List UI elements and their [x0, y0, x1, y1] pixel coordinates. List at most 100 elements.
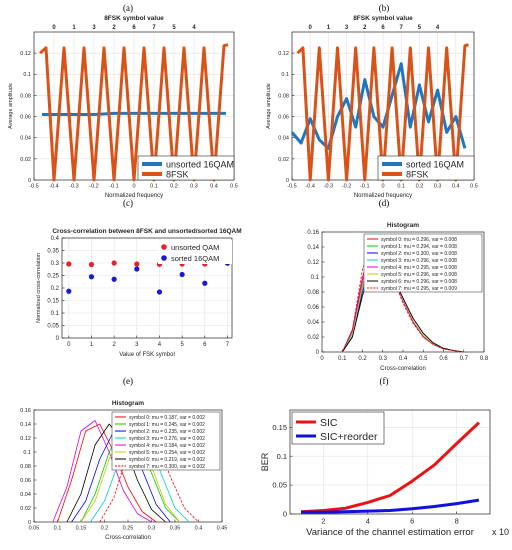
top-symbol-label: 7 [400, 25, 404, 31]
panel-label-e: (e) [123, 376, 133, 386]
panel-a-chart: -0.5 -0.4 -0.3 -0.2 -0.1 0 0.1 0.2 0.3 0.4 0.5 0 0.0… [8, 15, 238, 199]
y-tick-label: 0.04 [20, 136, 31, 142]
x-tick-label: 7 [226, 342, 230, 348]
legend-box [158, 240, 232, 264]
y-tick-label: 0.04 [278, 136, 289, 142]
y-tick-label: 0.02 [20, 157, 31, 163]
x-axis-label: Normalized frequency [105, 193, 163, 199]
series-line [301, 421, 480, 514]
x-tick-label: -0.4 [49, 184, 58, 190]
top-symbol-label: 0 [309, 25, 313, 31]
legend-box [363, 233, 483, 293]
y-tick-label: 0.1 [23, 72, 31, 78]
y-tick-label: 0 [283, 510, 287, 519]
panel-label-c: (c) [123, 198, 133, 208]
legend-entry: symbol 7: mu = 0.295, var = 0.009 [381, 286, 457, 292]
scatter-point [66, 261, 72, 267]
series-line [52, 420, 152, 523]
top-symbol-label: 0 [52, 25, 56, 31]
y-tick-label: 0 [28, 520, 31, 526]
y-tick-label: 0.14 [307, 245, 319, 251]
y-tick-label: 0.12 [278, 51, 289, 57]
y-tick-label: 0.4 [51, 236, 60, 242]
legend-entry: symbol 4: mu = 0.295, var = 0.008 [381, 265, 457, 271]
scatter-point [111, 276, 117, 282]
x-tick-label: 0.1 [338, 356, 347, 362]
y-tick-label: 0.05 [272, 481, 287, 490]
y-tick-label: 0.1 [277, 452, 287, 461]
legend-entry: symbol 1: mu = 0.294, var = 0.008 [381, 244, 457, 250]
x-tick-label: 6 [410, 517, 414, 526]
legend-swatch [161, 255, 167, 261]
top-symbol-label: 7 [152, 25, 156, 31]
panel-f-chart: 2 4 6 8 0 0.05 0.1 0.15 Variance of the channel … [260, 409, 509, 538]
panel-label-f: (f) [380, 376, 389, 386]
x-tick-label: 1 [90, 342, 94, 348]
legend-entry: symbol 5: mu = 0.296, var = 0.008 [381, 272, 457, 278]
y-tick-label: 0.08 [307, 290, 319, 296]
x-tick-label: 0.2 [170, 184, 178, 190]
legend-entry: symbol 3: mu = 0.276, var = 0.002 [129, 436, 205, 442]
chart-title: Histogram [112, 400, 144, 407]
y-tick-label: 0.05 [47, 324, 59, 330]
x-tick-label: 0.3 [379, 356, 388, 362]
top-symbol-label: 1 [72, 25, 76, 31]
y-tick-label: 0.16 [307, 230, 319, 236]
legend-entry: unsorted QAM [171, 243, 219, 252]
y-tick-label: 0 [316, 350, 320, 356]
y-tick-label: 0 [28, 178, 31, 184]
x-tick-label: 8 [455, 517, 459, 526]
x-tick-label: 0 [132, 184, 135, 190]
x-tick-label: 4 [366, 517, 370, 526]
x-axis-label: Value of FSK symbol [119, 352, 175, 358]
x-axis-label: Normalized frequency [354, 193, 412, 199]
x-tick-label: 0.2 [101, 526, 109, 532]
x-tick-label: 0 [67, 342, 71, 348]
x-tick-label: 0 [320, 356, 324, 362]
plot-frame [289, 409, 491, 515]
y-tick-label: 0.08 [20, 93, 31, 99]
x-tick-label: 0.25 [123, 526, 134, 532]
x-tick-label: 2 [112, 342, 116, 348]
x-axis-label: Variance of the channel estimation error [306, 527, 474, 538]
legend-entry: symbol 4: mu = 0.184, var = 0.002 [129, 443, 205, 449]
series-line [39, 43, 229, 182]
x-tick-label: -0.3 [69, 184, 78, 190]
scatter-point [111, 260, 117, 266]
x-tick-label: 6 [203, 342, 207, 348]
legend-entry: symbol 0: mu = 0.296, var = 0.008 [381, 237, 457, 243]
y-tick-label: 0.04 [307, 320, 319, 326]
x-tick-label: 0.15 [76, 526, 87, 532]
top-symbol-label: 2 [363, 25, 367, 31]
legend-entry: symbol 2: mu = 0.235, var = 0.002 [129, 429, 205, 435]
legend-entry: symbol 6: mu = 0.219, var = 0.002 [129, 457, 205, 463]
x-tick-label: 3 [135, 342, 139, 348]
panel-e-chart: 0.05 0.1 0.15 0.2 0.25 0.3 0.35 0.4 0.45 0 0.02 0.0… [20, 400, 227, 541]
x-axis-label: Cross-correlation [105, 535, 151, 541]
y-axis-label: Normalized cross-correlation [36, 253, 42, 323]
top-symbol-label: 6 [381, 25, 385, 31]
legend-entry: sorted 16QAM [171, 254, 219, 263]
legend-entry: symbol 5: mu = 0.254, var = 0.002 [129, 450, 205, 456]
x-tick-label: 0.7 [460, 356, 469, 362]
legend-entry: symbol 2: mu = 0.300, var = 0.008 [381, 251, 457, 257]
x-tick-label: 5 [180, 342, 184, 348]
x-tick-label: 0.4 [210, 184, 218, 190]
x-tick-label: 0.8 [480, 356, 489, 362]
panel-c-chart: 0 1 2 3 4 5 6 7 0 0.05 0.1 0.15 0.2 0.25 0.3 0.35 0.4Cro… [36, 228, 242, 358]
top-symbol-label: 1 [327, 25, 331, 31]
chart-title: 8FSK symbol value [353, 15, 413, 22]
scatter-point [88, 261, 95, 268]
legend-entry: symbol 0: mu = 0.187, var = 0.002 [129, 415, 205, 421]
x-tick-label: -0.1 [109, 184, 118, 190]
y-axis-label: Average amplitude [8, 83, 14, 129]
legend-entry: unsorted 16QAM [166, 160, 234, 170]
y-tick-label: 0.08 [278, 93, 289, 99]
scatter-point [202, 280, 208, 286]
y-tick-label: 0.02 [20, 506, 31, 512]
y-tick-label: 0.35 [47, 249, 59, 255]
legend-entry: 8FSK [166, 170, 189, 180]
x-tick-label: 0.4 [195, 526, 203, 532]
chart-title: Histogram [387, 222, 419, 229]
legend-entry: SIC+reorder [320, 431, 378, 443]
